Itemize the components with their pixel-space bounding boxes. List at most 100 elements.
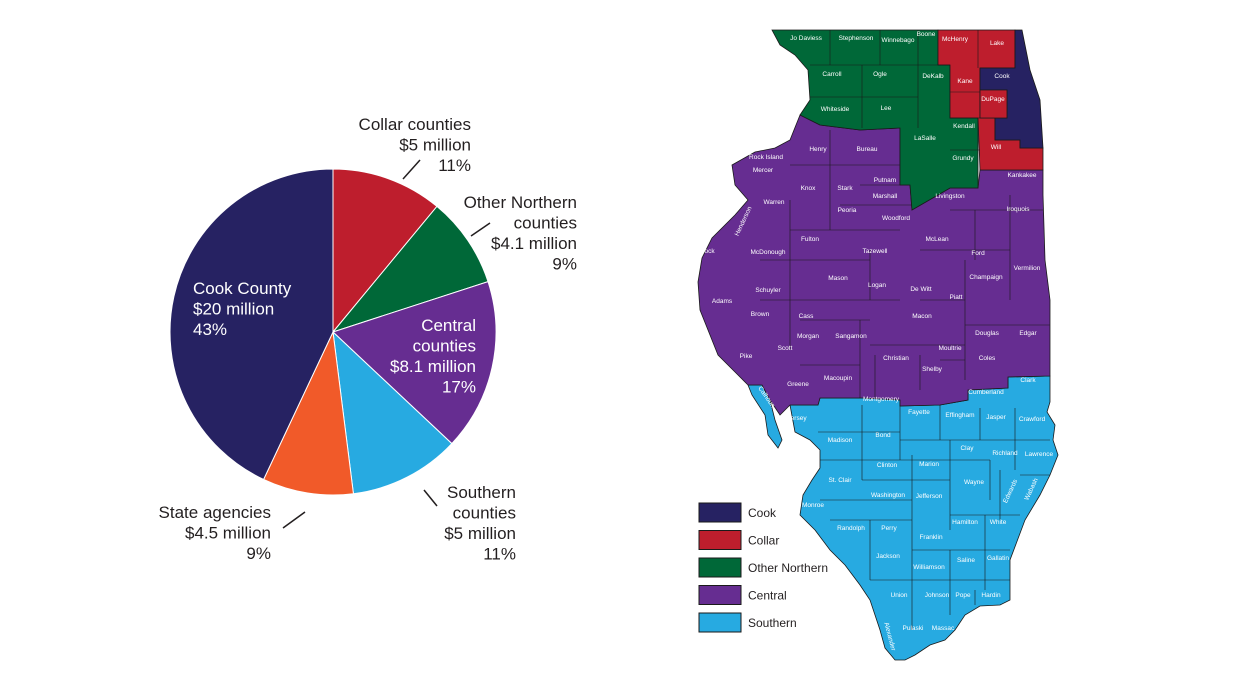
pie-label-line: $4.1 million (491, 234, 577, 253)
legend-swatch (698, 612, 742, 633)
county-label: Cass (799, 313, 815, 320)
county-label: St. Clair (828, 477, 852, 484)
county-label: Will (991, 144, 1002, 151)
legend-label: Other Northern (748, 561, 828, 575)
county-label: Marshall (873, 193, 898, 200)
county-label: Henry (809, 146, 827, 153)
county-label: LaSalle (914, 135, 936, 142)
county-label: Macoupin (824, 375, 853, 382)
county-label: Stark (837, 185, 853, 192)
funding-pie-chart: Cook County $20 million 43% Collar counties… (159, 115, 577, 564)
county-borders (760, 30, 1050, 630)
county-label: Carroll (822, 71, 842, 78)
county-label: Putnam (874, 177, 896, 184)
county-label: Jackson (876, 553, 900, 560)
county-label: Fayette (908, 409, 930, 416)
county-label: Washington (871, 492, 905, 499)
county-label: Monroe (802, 502, 824, 509)
county-label: Logan (868, 282, 886, 289)
county-label: Bond (875, 432, 891, 439)
county-label: Clay (960, 445, 974, 452)
county-label: Greene (787, 381, 809, 388)
county-label: Adams (712, 298, 733, 305)
pie-label-line: 43% (193, 320, 227, 339)
county-label: Ogle (873, 71, 887, 78)
county-label: Winnebago (882, 37, 915, 44)
legend-label: Southern (748, 616, 797, 630)
leader-southern (423, 489, 438, 507)
county-label: Kankakee (1008, 172, 1037, 179)
county-label: Madison (828, 437, 853, 444)
county-label: Marion (919, 461, 939, 468)
county-label: Hancock (689, 248, 715, 255)
county-label: Lake (990, 40, 1004, 47)
county-label: Rock Island (749, 154, 783, 161)
county-label: White (990, 519, 1007, 526)
pie-label-line: counties (413, 337, 476, 356)
pie-label-line: State agencies (159, 503, 271, 522)
pie-label-line: Collar counties (359, 115, 471, 134)
pie-label-line: 11% (483, 545, 516, 564)
pie-label-line: counties (453, 504, 516, 523)
county-label: Effingham (945, 412, 974, 419)
pie-label-line: 9% (246, 544, 271, 563)
county-label: Richland (992, 450, 1018, 457)
legend-swatch (698, 557, 742, 578)
leader-collar (402, 159, 421, 180)
county-label: Cook (994, 73, 1010, 80)
pie-slice-southern (332, 330, 453, 495)
pie-slice-collar (332, 168, 438, 334)
county-label: Edgar (1019, 330, 1037, 337)
county-label: Kane (957, 78, 973, 85)
county-label: Perry (881, 525, 897, 532)
pie-slice-cook (169, 168, 334, 481)
county-label: Champaign (969, 274, 1003, 281)
county-label: Shelby (922, 366, 943, 373)
county-label: Mason (828, 275, 848, 282)
county-label: Montgomery (863, 396, 900, 403)
county-label: Saline (957, 557, 975, 564)
pie-slices (169, 168, 497, 496)
pie-label-line: counties (514, 214, 577, 233)
pie-label-line: $4.5 million (185, 524, 271, 543)
county-label: Jo Daviess (790, 35, 823, 42)
county-label: Boone (917, 31, 936, 38)
county-label: Grundy (952, 155, 974, 162)
county-label: McDonough (750, 249, 785, 256)
county-label: DuPage (981, 96, 1005, 103)
county-label: Tazewell (863, 248, 888, 255)
county-label: Jefferson (916, 493, 943, 500)
county-label: Moultrie (938, 345, 962, 352)
legend-swatch (698, 585, 742, 605)
pie-label-line: 11% (438, 156, 471, 175)
county-label: Piatt (949, 294, 962, 301)
pie-label-central: Central counties $8.1 million 17% (390, 316, 476, 397)
county-label: Pike (740, 353, 753, 360)
pie-label-state-agencies: State agencies $4.5 million 9% (159, 503, 271, 563)
county-label: Scott (778, 345, 793, 352)
county-label: Kendall (953, 123, 975, 130)
county-label: Peoria (838, 207, 857, 214)
county-label: Gallatin (987, 555, 1009, 562)
county-label: Vermilion (1014, 265, 1041, 272)
county-label: Bureau (857, 146, 878, 153)
pie-slice-other-northern (331, 205, 489, 334)
county-label: Lawrence (1025, 451, 1054, 458)
county-label: Warren (763, 199, 784, 206)
county-label: Pulaski (903, 625, 924, 632)
county-label: Macon (912, 313, 932, 320)
legend-label: Cook (748, 506, 777, 520)
county-label: Jasper (986, 414, 1006, 421)
county-label: Woodford (882, 215, 910, 222)
legend-swatch (698, 530, 742, 550)
legend-label: Central (748, 589, 787, 603)
pie-label-line: $20 million (193, 300, 274, 319)
county-label: Brown (751, 311, 770, 318)
pie-labels: Cook County $20 million 43% Collar counties… (159, 115, 577, 564)
county-label: Cumberland (968, 389, 1004, 396)
county-label: Christian (883, 355, 909, 362)
region-southern (789, 375, 1059, 661)
county-label: Massac (932, 625, 955, 632)
pie-label-other-northern: Other Northern counties $4.1 million 9% (464, 193, 577, 274)
